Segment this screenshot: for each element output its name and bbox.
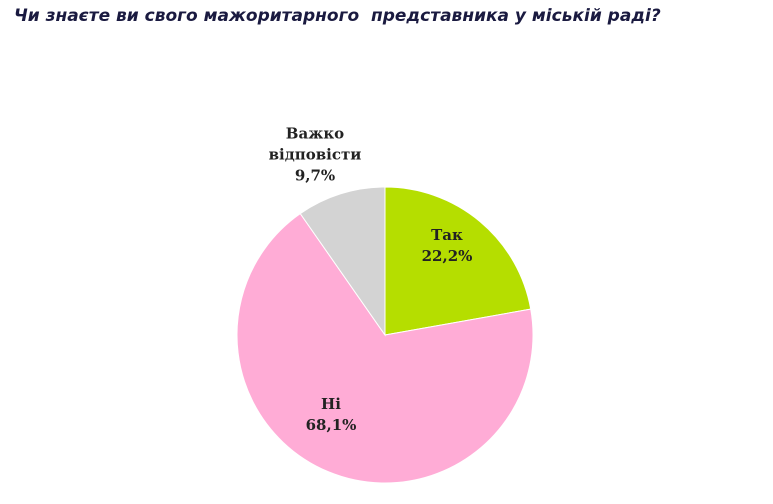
pie-slice bbox=[299, 186, 386, 337]
value-label: 68,1% bbox=[305, 416, 357, 434]
slice-label: Так 22,2% bbox=[422, 225, 473, 267]
slice-label: Ні 68,1% bbox=[306, 394, 357, 436]
category-label: Ні bbox=[321, 395, 341, 413]
value-label: 9,7% bbox=[294, 166, 336, 185]
category-label: Важко відповісти bbox=[268, 124, 362, 164]
pie-slice bbox=[384, 186, 532, 336]
pie-slice bbox=[236, 212, 534, 484]
category-label: Так bbox=[431, 226, 463, 244]
value-label: 22,2% bbox=[421, 247, 473, 265]
chart-title: Чи знаєте ви свого мажоритарного предста… bbox=[14, 6, 661, 26]
slice-label: Важко відповісти 9,7% bbox=[260, 124, 370, 187]
